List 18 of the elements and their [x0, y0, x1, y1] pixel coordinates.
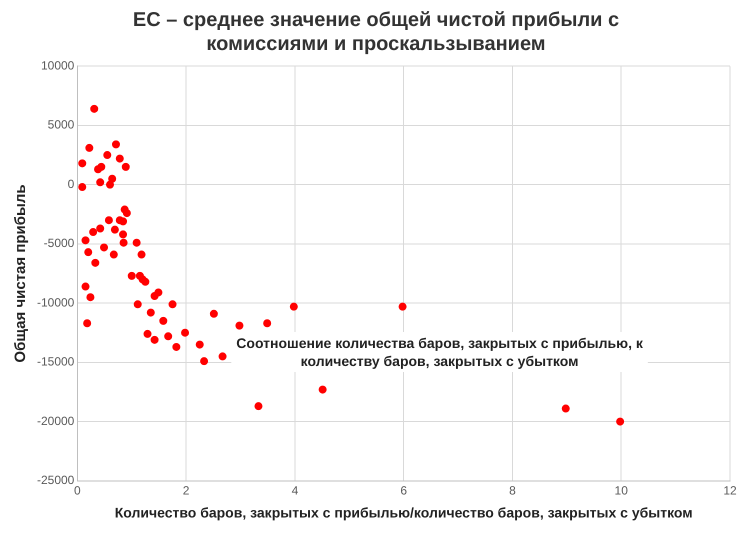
x-tick-label: 6: [400, 483, 408, 498]
x-tick-label: 8: [509, 483, 516, 498]
y-tick-label: -15000: [36, 354, 75, 369]
y-tick-label: -10000: [36, 295, 75, 310]
y-tick-label: 10000: [40, 58, 75, 73]
y-tick-label: -25000: [36, 473, 75, 488]
y-tick-label: 0: [68, 176, 75, 191]
y-axis-title: Общая чистая прибыль: [12, 184, 30, 363]
y-tick-label: 5000: [48, 118, 75, 132]
x-tick-label: 12: [723, 483, 737, 498]
x-tick-label: 4: [292, 483, 299, 498]
annotation: Соотношение количества баров, закрытых с прибылью, к количеству баров, закрытых с убытком: [236, 334, 644, 369]
x-axis-title: Количество баров, закрытых с прибылью/количество баров, закрытых с убытком: [114, 504, 693, 520]
x-tick-label: 2: [182, 483, 190, 498]
y-tick-label: -20000: [36, 414, 75, 428]
y-tick-label: -5000: [44, 236, 75, 250]
x-tick-label: 10: [614, 483, 628, 498]
chart-title: EC – среднее значение общей чистой прибыли с комиссиями и проскальзыванием: [132, 8, 620, 56]
